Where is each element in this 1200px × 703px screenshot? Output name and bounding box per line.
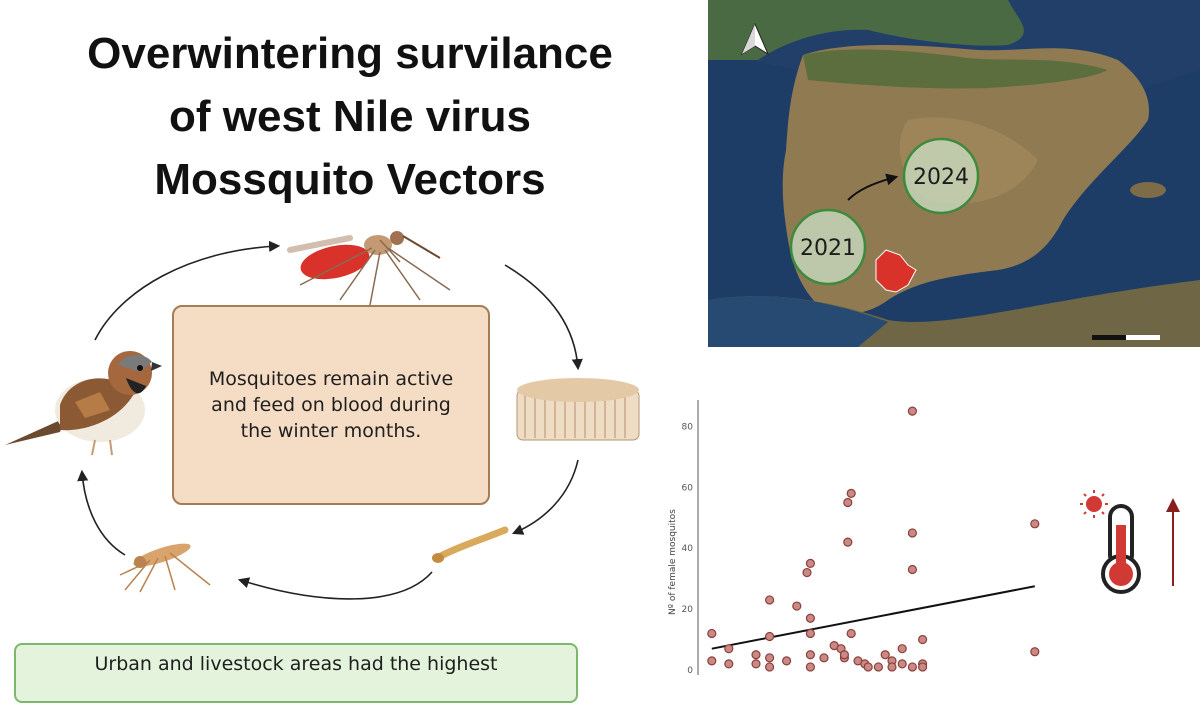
title-line-2: of west Nile virus: [169, 92, 531, 141]
cycle-arrow-larva-to-adult: [237, 571, 433, 600]
mosquito-scatter-plot: Nº of female mosquitos 0 20 40 60 80: [668, 400, 1040, 675]
data-point: [819, 653, 829, 663]
emerging-mosquito-icon: [119, 543, 211, 593]
data-point: [707, 628, 717, 639]
data-point: [764, 631, 775, 642]
france-coast: [708, 0, 1024, 60]
data-point: [843, 537, 853, 547]
scale-bar: [1092, 335, 1160, 340]
data-point: [918, 634, 928, 645]
title-line-1: Overwintering survilance: [87, 29, 613, 78]
y-axis-label: Nº of female mosquitos: [668, 509, 678, 615]
data-point: [918, 662, 928, 672]
data-point: [873, 662, 883, 672]
findings-text: Urban and livestock areas had the highes…: [94, 653, 498, 675]
temperature-icon-group: [1080, 490, 1180, 594]
north-arrow-icon: [740, 22, 770, 56]
data-point: [907, 528, 917, 538]
adult-mosquito-icon: [287, 231, 451, 306]
y-tick-label: 40: [682, 544, 694, 554]
findings-box: Urban and livestock areas had the highes…: [14, 643, 578, 703]
data-point: [1030, 647, 1040, 657]
data-point: [843, 497, 853, 508]
cycle-arrow-eggs-to-larva: [511, 459, 579, 535]
cycle-arrow-mosquito-to-eggs: [504, 264, 583, 371]
y-tick-label: 20: [682, 605, 694, 615]
data-point: [805, 662, 815, 672]
data-point: [781, 656, 792, 666]
data-point: [839, 650, 849, 660]
data-point: [846, 488, 856, 498]
data-point: [907, 564, 917, 575]
data-point: [764, 662, 775, 672]
trend-line: [711, 585, 1035, 650]
eggs-icon: [516, 378, 640, 441]
data-point: [764, 653, 775, 663]
larva-icon: [432, 526, 509, 563]
study-region: [875, 249, 917, 293]
y-tick-label: 60: [682, 483, 694, 493]
data-point: [724, 644, 734, 654]
y-tick-label: 80: [682, 422, 694, 432]
y-tick-label: 0: [687, 666, 693, 675]
map-arrow: [847, 173, 899, 201]
data-point: [805, 558, 815, 569]
bird-icon: [5, 351, 162, 456]
site-2021: 2021: [789, 208, 867, 286]
data-point: [1030, 519, 1040, 529]
data-point: [887, 662, 897, 672]
data-point: [907, 406, 917, 416]
sun-icon: [1080, 490, 1108, 518]
title-line-3: Mossquito Vectors: [154, 155, 546, 204]
data-point: [863, 662, 873, 672]
data-point: [764, 595, 775, 605]
data-point: [846, 628, 856, 639]
balearic-islands: [1130, 182, 1166, 198]
cycle-arrow-adult-to-bird: [77, 469, 126, 556]
data-point: [805, 650, 815, 660]
overwintering-note-text: Mosquitoes remain active and feed on blo…: [208, 368, 454, 442]
up-arrow-icon: [1166, 498, 1180, 586]
data-point: [724, 659, 734, 669]
data-point: [792, 601, 802, 611]
data-point: [907, 662, 917, 672]
satellite-map: 2021 2024: [708, 0, 1200, 347]
data-point: [805, 613, 815, 623]
thermometer-icon: [1101, 504, 1141, 594]
label-2021: 2021: [800, 236, 856, 261]
cycle-arrow-bird-to-mosquito: [94, 240, 281, 341]
data-point: [805, 628, 815, 639]
data-point: [707, 656, 717, 666]
data-point: [880, 650, 890, 660]
data-point: [751, 659, 761, 669]
data-point: [897, 659, 907, 669]
label-2024: 2024: [913, 165, 969, 190]
data-point: [751, 650, 761, 660]
overwintering-note-box: Mosquitoes remain active and feed on blo…: [172, 305, 490, 505]
data-point: [897, 644, 907, 654]
data-point: [802, 567, 812, 578]
site-2024: 2024: [902, 137, 980, 215]
lifecycle-diagram: [5, 231, 640, 600]
page-title: Overwintering survilance of west Nile vi…: [0, 22, 700, 211]
